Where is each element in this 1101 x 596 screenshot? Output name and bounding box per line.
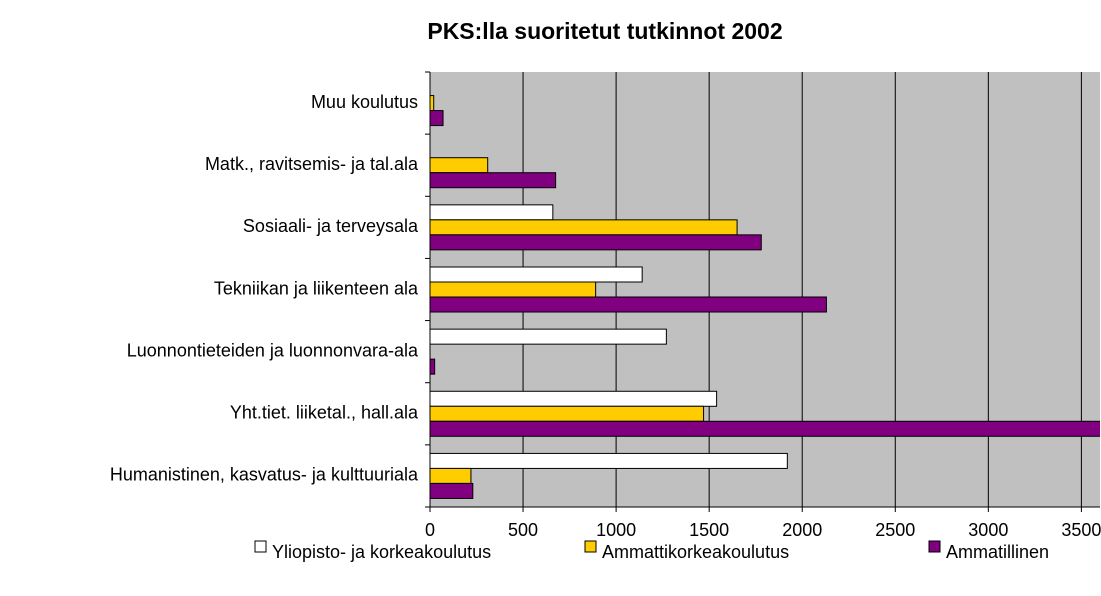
bar <box>430 157 489 174</box>
x-tick-label: 3500 <box>1061 520 1101 540</box>
y-tick-label: Luonnontieteiden ja luonnonvara-ala <box>127 340 419 360</box>
legend-swatch <box>928 540 941 553</box>
bar <box>430 234 762 251</box>
chart-title: PKS:lla suoritetut tutkinnot 2002 <box>427 18 782 44</box>
bar <box>430 390 718 407</box>
bar <box>430 110 444 127</box>
bar <box>430 405 705 422</box>
bar <box>430 482 474 499</box>
bar <box>430 281 597 298</box>
bar <box>430 172 557 189</box>
x-tick-label: 1000 <box>596 520 636 540</box>
bar <box>430 266 643 283</box>
x-tick-label: 3000 <box>968 520 1008 540</box>
x-tick-label: 1500 <box>689 520 729 540</box>
x-tick-label: 2000 <box>782 520 822 540</box>
legend-swatch <box>584 540 597 553</box>
y-tick-label: Muu koulutus <box>311 92 418 112</box>
bar <box>430 358 436 375</box>
legend-label: Ammatillinen <box>946 542 1049 562</box>
legend-label: Yliopisto- ja korkeakoulutus <box>272 542 491 562</box>
x-tick-label: 500 <box>508 520 538 540</box>
legend-swatch <box>254 540 267 553</box>
y-tick-label: Humanistinen, kasvatus- ja kulttuuriala <box>110 465 419 485</box>
y-tick-label: Matk., ravitsemis- ja tal.ala <box>205 154 419 174</box>
bar <box>430 95 435 112</box>
bar <box>430 204 554 221</box>
bar <box>430 328 667 345</box>
x-tick-label: 2500 <box>875 520 915 540</box>
y-tick-label: Sosiaali- ja terveysala <box>243 216 419 236</box>
y-tick-label: Yht.tiet. liiketal., hall.ala <box>230 403 419 423</box>
x-tick-label: 0 <box>425 520 435 540</box>
bar <box>430 219 738 236</box>
bar <box>430 296 827 313</box>
bar <box>430 452 788 469</box>
bar <box>430 420 1100 437</box>
plot-area <box>430 72 1100 507</box>
legend-label: Ammattikorkeakoulutus <box>602 542 789 562</box>
bar <box>430 467 472 484</box>
y-tick-label: Tekniikan ja liikenteen ala <box>214 278 419 298</box>
